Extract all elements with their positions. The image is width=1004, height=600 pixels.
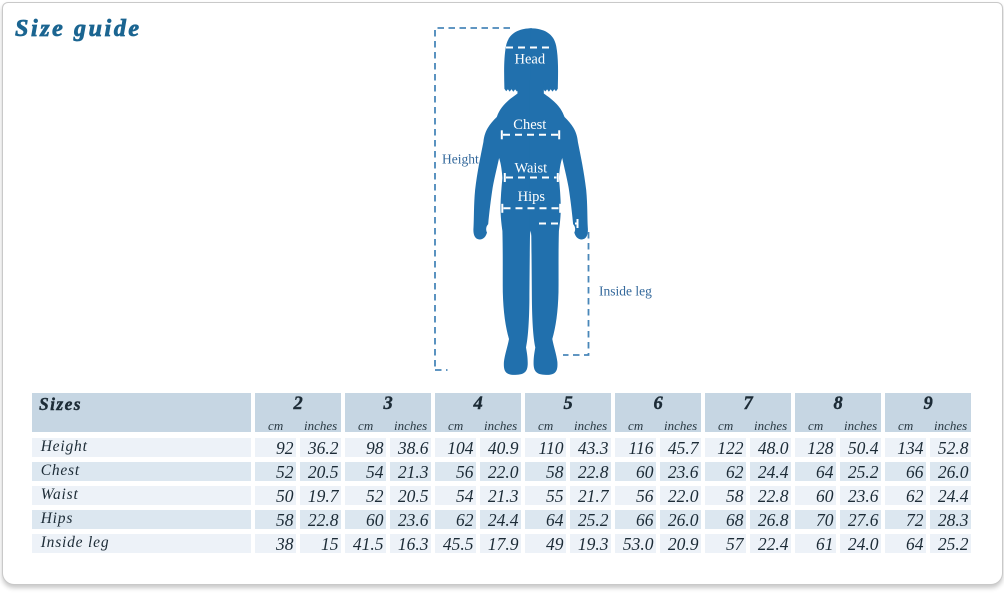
svg-text:Inside leg: Inside leg — [599, 284, 652, 299]
svg-text:Height: Height — [442, 152, 479, 167]
svg-text:Head: Head — [515, 52, 546, 68]
svg-text:Chest: Chest — [513, 117, 546, 133]
svg-text:Hips: Hips — [518, 189, 546, 205]
svg-text:Waist: Waist — [514, 161, 547, 177]
